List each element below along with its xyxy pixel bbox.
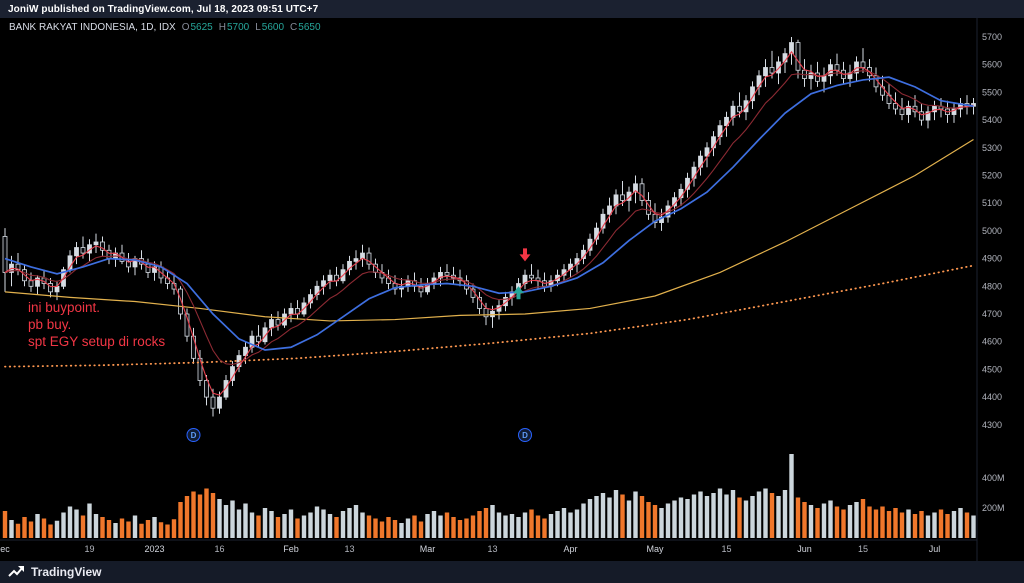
svg-text:D: D [522,431,528,440]
ohlc-close-value: 5650 [298,22,321,33]
ohlc-open-key: O [181,22,190,33]
price-axis-label[interactable]: 4800 [982,281,1002,291]
teal-up-arrow[interactable] [513,286,524,300]
ma-red-slow[interactable] [4,70,974,365]
time-axis-label[interactable]: 13 [487,544,497,554]
publish-text: JoniW published on TradingView.com, Jul … [8,3,319,15]
price-axis-label[interactable]: 4600 [982,337,1002,347]
price-axis-label[interactable]: 5000 [982,226,1002,236]
volume-series [2,454,976,538]
ma-yellow[interactable] [4,138,974,322]
time-axis-label[interactable]: Mar [420,544,436,554]
price-axis-label[interactable]: 4500 [982,364,1002,374]
red-down-arrow[interactable] [519,248,531,262]
annotation-line: pb buy. [28,317,72,332]
price-axis-label[interactable]: 5200 [982,171,1002,181]
annotation-line: spt EGY setup di rocks [28,334,166,349]
price-axis-label[interactable]: 5500 [982,87,1002,97]
ohlc-open-value: 5625 [190,22,213,33]
annotation-line: ini buypoint. [28,300,101,315]
svg-text:D: D [191,431,197,440]
dividend-marker[interactable]: D [518,428,532,442]
price-axis-label[interactable]: 5300 [982,143,1002,153]
price-axis-label[interactable]: 4900 [982,254,1002,264]
ma-dotted-orange[interactable] [4,264,975,368]
time-axis-label[interactable]: 13 [344,544,354,554]
ohlc-close-key: C [290,22,298,33]
dividend-marker[interactable]: D [186,428,201,442]
symbol-title[interactable]: BANK RAKYAT INDONESIA, 1D, IDX [9,22,176,33]
time-axis-label[interactable]: ec [0,544,10,554]
price-axis-label[interactable]: 4300 [982,420,1002,430]
price-axis-label[interactable]: 5400 [982,115,1002,125]
tradingview-wordmark[interactable]: TradingView [31,565,102,579]
tradingview-logo-icon[interactable] [8,565,25,579]
time-axis-label[interactable]: 19 [84,544,94,554]
price-axis-label[interactable]: 5700 [982,32,1002,42]
price-axis-label[interactable]: 5600 [982,60,1002,70]
ohlc-low-key: L [255,22,261,33]
time-axis-label[interactable]: 15 [721,544,731,554]
volume-axis-label[interactable]: 200M [982,503,1005,513]
time-axis-label[interactable]: 15 [858,544,868,554]
chart-text-annotation[interactable]: ini buypoint. pb buy. spt EGY setup di r… [28,299,165,350]
time-axis-label[interactable]: May [646,544,664,554]
symbol-legend[interactable]: BANK RAKYAT INDONESIA, 1D, IDX O5625 H5700… [9,22,321,33]
time-axis-label[interactable]: Feb [283,544,299,554]
publish-bar: JoniW published on TradingView.com, Jul … [0,0,1024,18]
time-axis-label[interactable]: Jun [797,544,812,554]
chart-canvas[interactable]: D D 5700 5600 5500 5400 5300 5200 5100 5000 4900 48… [0,18,1024,561]
ma-blue[interactable] [4,76,974,351]
candlestick-series[interactable] [2,37,976,417]
time-axis-label[interactable]: 16 [214,544,224,554]
time-axis-label[interactable]: 2023 [144,544,164,554]
ohlc-high-key: H [218,22,226,33]
price-axis-label[interactable]: 4400 [982,392,1002,402]
time-axis-label[interactable]: Apr [563,544,577,554]
volume-axis-label[interactable]: 400M [982,473,1005,483]
ohlc-high-value: 5700 [226,22,250,33]
price-axis-label[interactable]: 4700 [982,309,1002,319]
ohlc-low-value: 5600 [261,22,285,33]
ma-red-fast[interactable] [4,50,974,396]
time-axis-label[interactable]: Jul [929,544,941,554]
price-axis-label[interactable]: 5100 [982,198,1002,208]
chart-region[interactable]: D D 5700 5600 5500 5400 5300 5200 5100 5000 4900 48… [0,18,1024,561]
footer-bar: TradingView [0,561,1024,583]
